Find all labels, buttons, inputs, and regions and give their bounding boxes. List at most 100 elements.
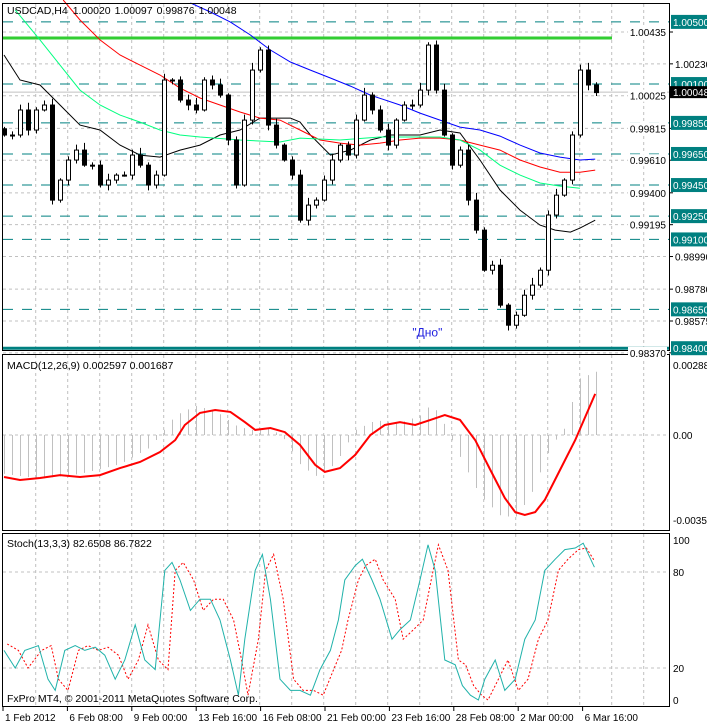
bull-candle (514, 314, 519, 326)
bull-candle (578, 69, 583, 136)
bull-candle (426, 44, 431, 91)
bear-candle (226, 94, 231, 141)
bull-candle (546, 214, 551, 271)
time-axis-label: 21 Feb 00:00 (327, 713, 386, 724)
bull-candle (530, 284, 535, 296)
time-axis-label: 6 Feb 08:00 (69, 713, 123, 724)
price-axis-label-bg (628, 26, 667, 38)
price-axis-label-bg (628, 218, 667, 231)
bull-candle (258, 49, 263, 71)
time-axis-label: 28 Feb 08:00 (456, 713, 515, 724)
bear-candle (194, 104, 199, 111)
price-axis-label: 0.99815 (630, 124, 667, 135)
bull-candle (490, 264, 495, 271)
moving-average-line (14, 9, 581, 189)
time-axis-label: 1 Feb 2012 (5, 713, 56, 724)
bear-candle (2, 128, 7, 136)
bull-candle (10, 134, 15, 137)
price-axis-label-bg (628, 186, 667, 199)
stochastic-axis-label: 100 (673, 536, 690, 547)
bull-candle (154, 174, 159, 186)
stochastic-title: Stoch(13,3,3) 82.6508 86.7822 (7, 538, 152, 550)
level-price-box (671, 341, 707, 356)
price-axis-label-bg (628, 89, 667, 102)
macd-title: MACD(12,26,9) 0.002597 0.001687 (7, 360, 174, 372)
level-price-label: 0.99650 (673, 150, 707, 161)
price-chart-header: USDCAD,H4 1.00020 1.00097 0.99876 1.00048 (7, 5, 237, 17)
price-axis-label: 0.99400 (630, 189, 667, 200)
bear-candle (178, 79, 183, 101)
bear-candle (234, 139, 239, 186)
stochastic-panel[interactable] (3, 542, 669, 701)
copyright-footer: FxPro MT4, © 2001-2011 MetaQuotes Softwa… (7, 693, 258, 705)
bear-candle (450, 134, 455, 166)
price-axis-label: 0.99195 (630, 221, 667, 232)
bull-candle (202, 79, 207, 111)
level-price-label: 0.99450 (673, 181, 707, 192)
stochastic-axis-label: 20 (673, 664, 685, 675)
stochastic-main-line (3, 542, 595, 701)
stochastic-axis-label: 0 (673, 696, 679, 707)
bear-candle (594, 84, 599, 94)
bear-candle (498, 264, 503, 306)
ohlc-low: 0.99876 (157, 5, 195, 17)
level-price-label: 1.00500 (673, 18, 707, 29)
bull-candle (314, 199, 319, 206)
bull-candle (242, 119, 247, 186)
level-price-label: 0.99100 (673, 235, 707, 246)
price-axis: 1.00435 1.00230 1.00025 0.99815 0.99610 0.994… (628, 14, 707, 707)
bear-candle (50, 104, 55, 201)
stochastic-panel-border (2, 533, 670, 707)
bull-candle (170, 79, 175, 82)
time-axis-label: 6 Mar 16:00 (585, 713, 639, 724)
bull-candle (410, 104, 415, 107)
price-axis-label-bg (628, 122, 667, 135)
bear-candle (506, 304, 511, 326)
bull-candle (162, 79, 167, 176)
bear-candle (442, 89, 447, 136)
bull-candle (130, 154, 135, 176)
level-price-box (671, 232, 707, 247)
bull-candle (74, 149, 79, 161)
macd-signal-line (3, 393, 597, 517)
time-axis: 1 Feb 2012 6 Feb 08:00 9 Feb 00:00 13 Feb 1… (2, 707, 639, 724)
time-axis-label: 16 Feb 08:00 (263, 713, 322, 724)
bull-candle (362, 94, 367, 121)
level-price-box (671, 209, 707, 224)
bear-candle (98, 164, 103, 186)
price-axis-label: 0.98370 (630, 349, 667, 360)
bull-candle (570, 134, 575, 181)
bull-candle (306, 204, 311, 221)
bull-candle (114, 174, 119, 181)
bull-candle (562, 179, 567, 196)
price-panel[interactable]: "Дно" (2, 0, 670, 350)
macd-panel[interactable] (3, 371, 669, 517)
bear-candle (138, 154, 143, 166)
moving-average-line (62, 0, 596, 173)
bull-candle (338, 144, 343, 161)
macd-axis-label: 0.00 (673, 431, 693, 442)
bear-candle (474, 199, 479, 231)
bear-candle (186, 99, 191, 106)
level-price-label: 0.99250 (673, 212, 707, 223)
time-axis-label: 23 Feb 16:00 (391, 713, 450, 724)
bull-candle (34, 109, 39, 131)
moving-average-line (3, 54, 596, 233)
price-axis-label: 1.00435 (630, 28, 667, 39)
time-axis-label: 2 Mar 00:00 (520, 713, 574, 724)
level-price-label: 1.00100 (673, 80, 707, 91)
bull-candle (522, 294, 527, 316)
bull-candle (122, 174, 127, 177)
bear-candle (290, 159, 295, 176)
bear-candle (298, 174, 303, 221)
bull-candle (418, 89, 423, 106)
bear-candle (282, 144, 287, 161)
price-axis-label-bg (628, 346, 667, 359)
bear-candle (586, 69, 591, 86)
price-axis-label: 0.98575 (675, 317, 707, 328)
level-price-label: 0.98400 (673, 344, 707, 355)
bull-candle (18, 109, 23, 136)
level-price-box (671, 115, 707, 130)
